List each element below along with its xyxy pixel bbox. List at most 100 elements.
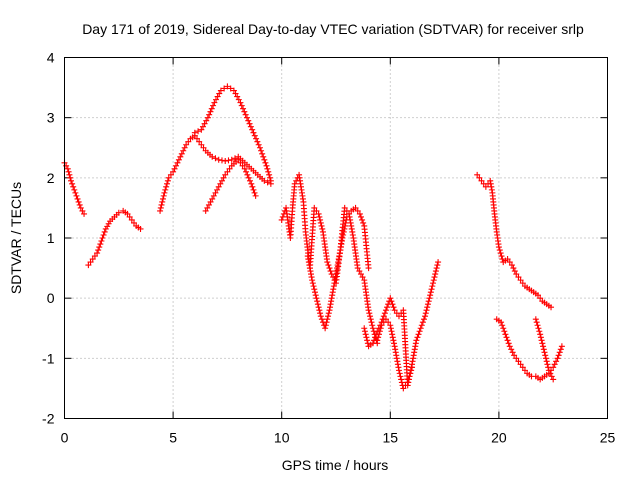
data-point	[376, 328, 383, 335]
data-point	[81, 210, 88, 217]
y-tick-label: 4	[47, 50, 55, 66]
data-point	[534, 322, 541, 329]
data-point	[261, 177, 268, 184]
data-point	[252, 192, 259, 199]
data-point	[537, 295, 544, 302]
data-point	[341, 225, 348, 232]
data-point	[378, 322, 385, 329]
data-point	[400, 385, 407, 392]
data-point	[382, 307, 389, 314]
data-point	[409, 364, 416, 371]
data-point	[402, 382, 409, 389]
data-point	[89, 256, 96, 263]
data-point	[251, 189, 258, 196]
data-point	[533, 319, 540, 326]
data-point	[405, 376, 412, 383]
data-point	[164, 180, 171, 187]
data-point	[210, 102, 217, 109]
data-point	[474, 171, 481, 178]
data-point	[519, 364, 526, 371]
data-point	[222, 171, 229, 178]
data-point	[427, 292, 434, 299]
data-point	[224, 168, 231, 175]
data-point	[500, 325, 507, 332]
data-point	[548, 373, 555, 380]
data-point	[361, 325, 368, 332]
data-point	[551, 361, 558, 368]
data-point	[398, 379, 405, 386]
data-point	[346, 210, 353, 217]
data-point	[162, 186, 169, 193]
data-point	[387, 295, 394, 302]
chart-title: Day 171 of 2019, Sidereal Day-to-day VTE…	[82, 21, 584, 37]
data-point	[314, 298, 321, 305]
data-point	[501, 328, 508, 335]
data-point	[496, 247, 503, 254]
data-point	[428, 286, 435, 293]
data-point	[550, 364, 557, 371]
data-point	[75, 198, 82, 205]
data-point	[398, 376, 405, 383]
data-point	[382, 316, 389, 323]
data-point	[384, 304, 391, 311]
data-point	[553, 358, 560, 365]
data-point	[397, 373, 404, 380]
data-point	[128, 216, 135, 223]
data-point	[389, 334, 396, 341]
data-point	[396, 370, 403, 377]
data-point	[416, 328, 423, 335]
data-point	[543, 358, 550, 365]
data-point	[79, 207, 86, 214]
data-point	[540, 346, 547, 353]
data-point	[319, 225, 326, 232]
y-tick-label: 3	[47, 110, 55, 126]
data-point	[71, 186, 78, 193]
data-point	[313, 295, 320, 302]
data-point	[198, 141, 205, 148]
data-point	[157, 207, 164, 214]
data-point	[185, 138, 192, 145]
data-point	[555, 352, 562, 359]
data-point	[426, 295, 433, 302]
data-point	[312, 289, 319, 296]
data-point	[242, 111, 249, 118]
data-point	[102, 225, 109, 232]
plot-frame	[64, 57, 608, 419]
series-arc-10	[474, 171, 555, 311]
data-point	[263, 162, 270, 169]
data-point	[385, 319, 392, 326]
data-point	[161, 189, 168, 196]
data-point	[314, 301, 321, 308]
data-point	[424, 304, 431, 311]
data-point	[517, 361, 524, 368]
data-point	[369, 325, 376, 332]
data-point	[359, 216, 366, 223]
data-point	[364, 337, 371, 344]
data-point	[420, 316, 427, 323]
data-point	[557, 346, 564, 353]
data-point	[434, 262, 441, 269]
data-point	[356, 268, 363, 275]
data-point	[499, 322, 506, 329]
data-point	[418, 322, 425, 329]
data-point	[175, 156, 182, 163]
data-point	[357, 213, 364, 220]
data-point	[390, 337, 397, 344]
data-point	[250, 186, 257, 193]
data-point	[68, 177, 75, 184]
data-point	[203, 117, 210, 124]
data-point	[422, 310, 429, 317]
data-point	[390, 304, 397, 311]
series-arc-6	[278, 171, 381, 347]
data-point	[377, 325, 384, 332]
data-point	[159, 195, 166, 202]
data-point	[64, 165, 71, 172]
data-point	[325, 310, 332, 317]
y-axis-label: SDTVAR / TECUs	[8, 182, 24, 294]
data-point	[227, 85, 234, 92]
data-point	[259, 150, 266, 157]
data-point	[234, 93, 241, 100]
data-point	[547, 370, 554, 377]
data-point	[315, 210, 322, 217]
data-point	[65, 168, 72, 175]
